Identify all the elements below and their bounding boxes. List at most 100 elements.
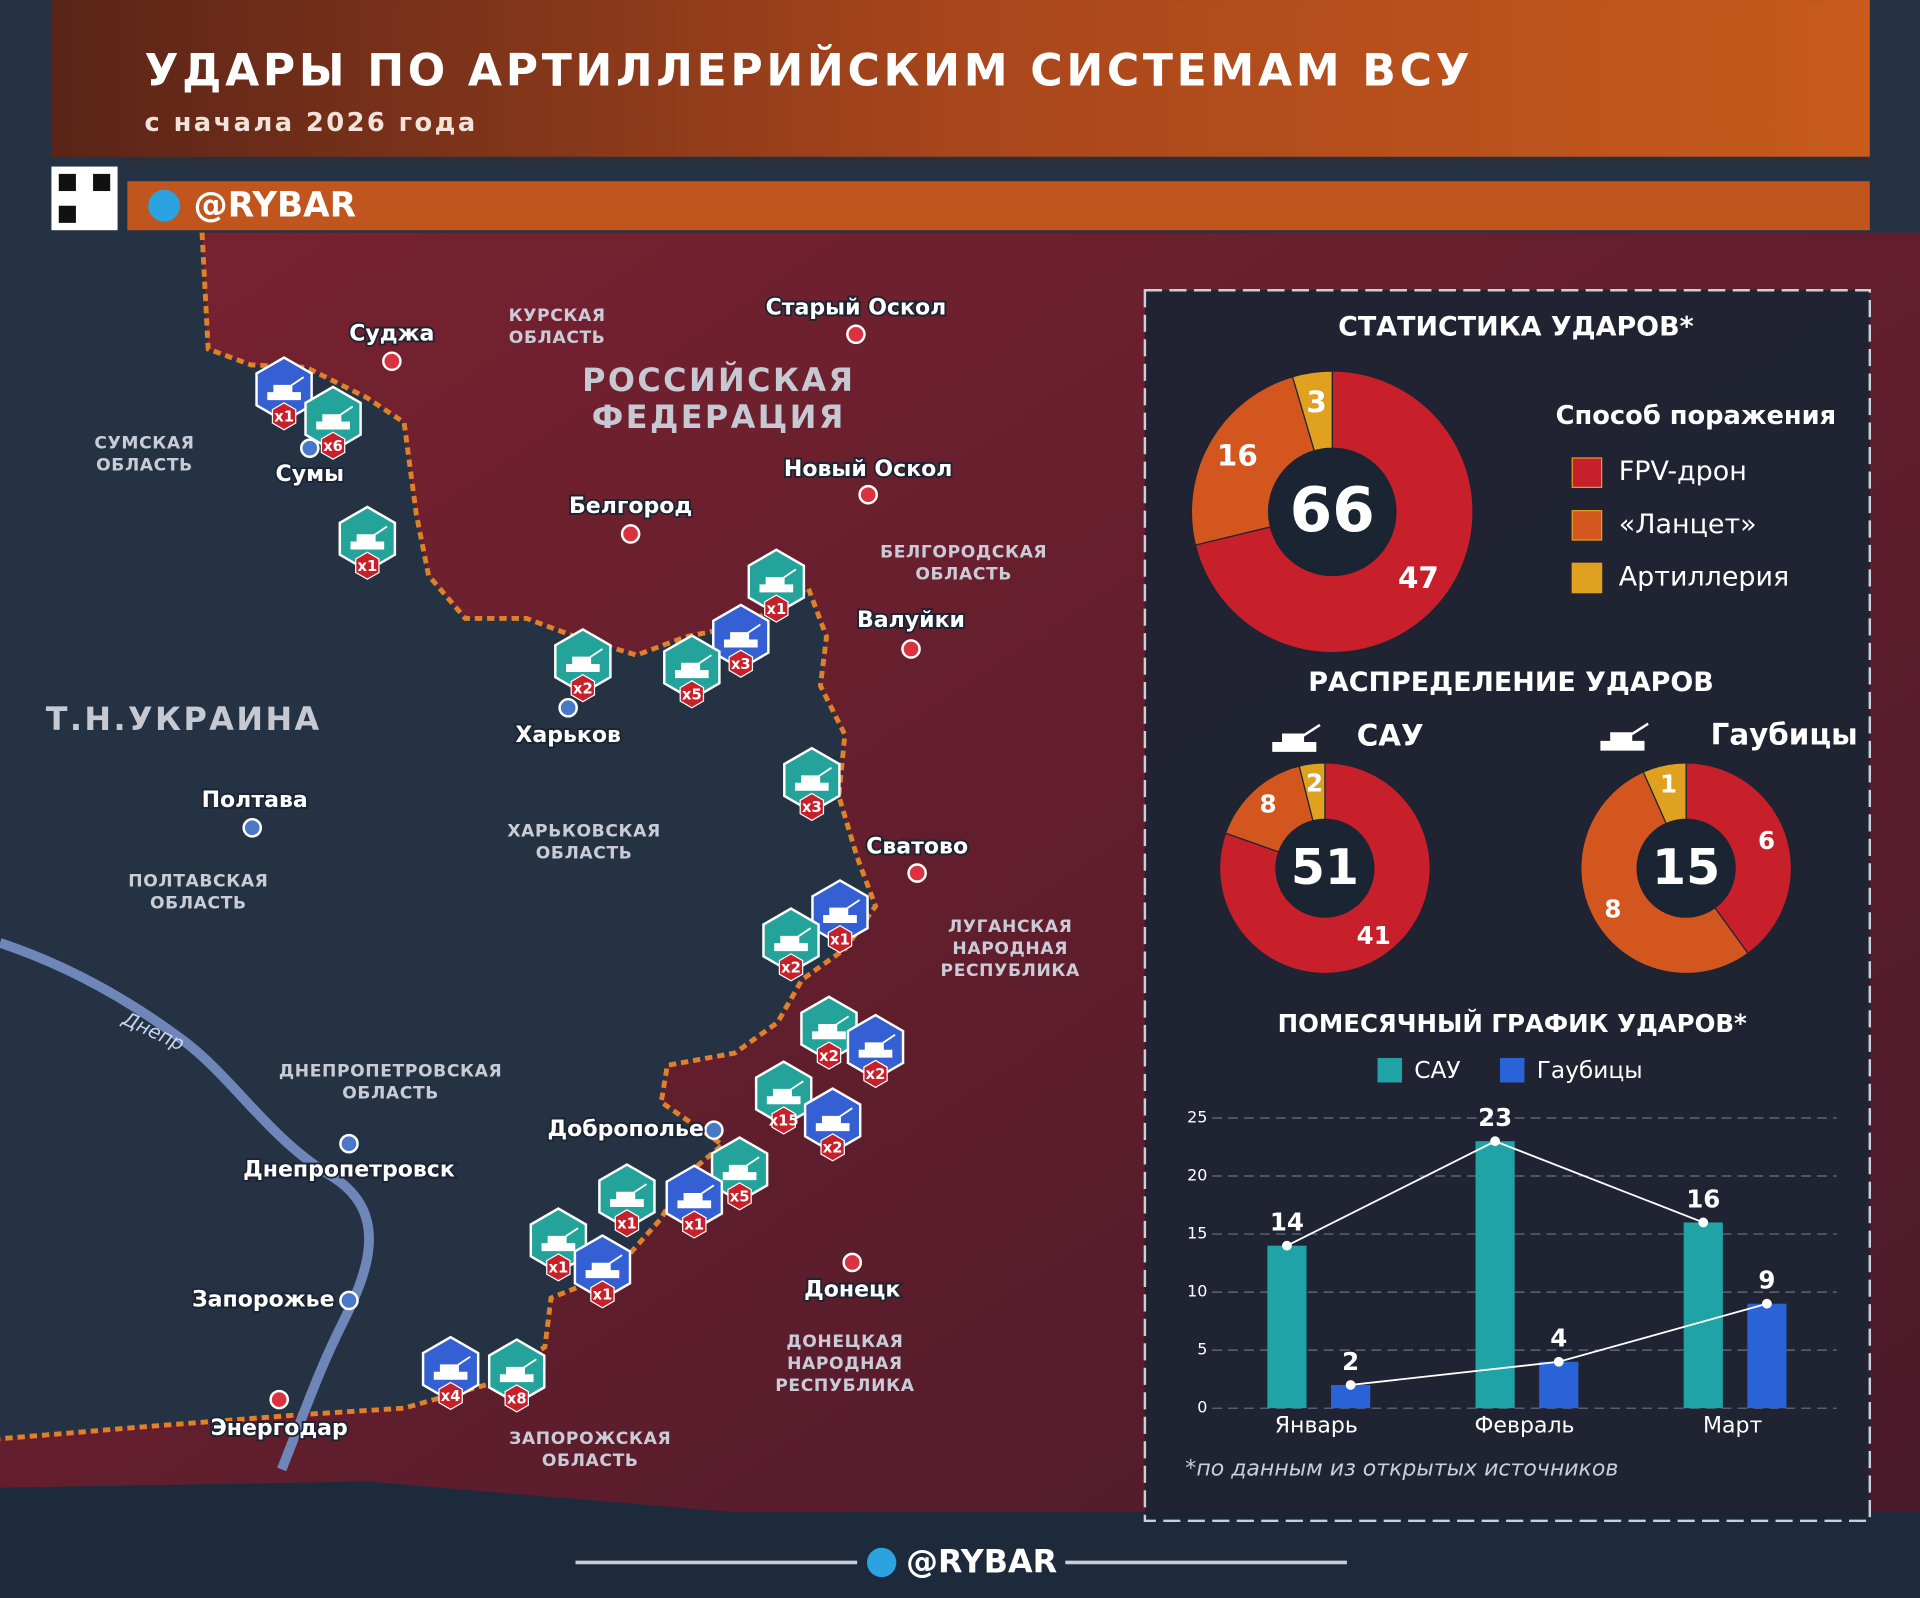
bar bbox=[1539, 1361, 1579, 1409]
region-label: ЛУГАНСКАЯ bbox=[948, 917, 1072, 937]
city-label: Сумы bbox=[276, 462, 344, 487]
sea bbox=[0, 1481, 1920, 1598]
artillery-icon bbox=[541, 1227, 579, 1252]
gun-icon bbox=[1272, 723, 1321, 752]
city-pin bbox=[846, 324, 866, 345]
region-label: ЗАПОРОЖСКАЯ bbox=[509, 1429, 671, 1449]
y-tick-label: 25 bbox=[1187, 1107, 1207, 1126]
point bbox=[1282, 1240, 1292, 1251]
city-label: Суджа bbox=[349, 321, 434, 346]
legend-title: Способ поражения bbox=[1556, 401, 1837, 431]
country-label: Т.Н.УКРАИНА bbox=[46, 700, 322, 738]
count-badge bbox=[271, 402, 297, 431]
count-label: x2 bbox=[866, 1066, 886, 1083]
count-label: x15 bbox=[769, 1113, 799, 1130]
point bbox=[1345, 1380, 1356, 1390]
value-label: 14 bbox=[1270, 1208, 1304, 1237]
telegram-icon bbox=[866, 1547, 897, 1578]
artillery-icon bbox=[316, 405, 354, 430]
qr-dot bbox=[58, 173, 76, 192]
artillery-icon bbox=[766, 1080, 804, 1105]
region-label: ОБЛАСТЬ bbox=[150, 894, 247, 914]
region-label: ОБЛАСТЬ bbox=[915, 564, 1012, 584]
count-badge bbox=[728, 649, 754, 678]
chart-title: СТАТИСТИКА УДАРОВ* bbox=[1338, 312, 1694, 343]
city-pin bbox=[558, 697, 578, 718]
count-label: x6 bbox=[323, 438, 343, 455]
donut-value-label: 6 bbox=[1758, 826, 1775, 855]
count-badge bbox=[827, 925, 853, 954]
city-pin bbox=[242, 817, 263, 838]
count-badge bbox=[764, 594, 789, 623]
artillery-icon bbox=[675, 654, 712, 679]
city-label: Валуйки bbox=[857, 608, 965, 633]
donut-value-label: 16 bbox=[1217, 439, 1258, 473]
count-label: x1 bbox=[274, 409, 294, 426]
city-label: Новый Оскол bbox=[784, 457, 953, 482]
artillery-icon bbox=[350, 525, 388, 550]
gun-icon bbox=[1600, 722, 1649, 751]
city-label: Харьков bbox=[515, 723, 621, 748]
x-tick-label: Март bbox=[1703, 1414, 1762, 1439]
city-pin bbox=[901, 639, 921, 659]
count-label: x1 bbox=[830, 931, 850, 948]
region-label: ОБЛАСТЬ bbox=[509, 328, 606, 348]
legend-swatch bbox=[1571, 562, 1603, 594]
artillery-icon bbox=[774, 927, 812, 952]
point bbox=[1553, 1356, 1564, 1367]
city-pin bbox=[620, 524, 641, 544]
artillery-icon bbox=[610, 1183, 648, 1208]
y-tick-label: 5 bbox=[1197, 1340, 1207, 1359]
city-pin bbox=[382, 351, 402, 372]
count-badge bbox=[771, 1106, 796, 1135]
country-label: ФЕДЕРАЦИЯ bbox=[592, 398, 846, 436]
count-label: x1 bbox=[593, 1287, 613, 1304]
chart-title: ПОМЕСЯЧНЫЙ ГРАФИК УДАРОВ* bbox=[1278, 1009, 1747, 1038]
x-tick-label: Февраль bbox=[1474, 1414, 1574, 1439]
value-label: 2 bbox=[1342, 1347, 1359, 1376]
donut-value-label: 1 bbox=[1660, 770, 1677, 799]
count-badge bbox=[570, 674, 596, 703]
count-label: x5 bbox=[730, 1189, 750, 1206]
point bbox=[1698, 1217, 1709, 1228]
count-label: x1 bbox=[549, 1260, 569, 1277]
city-pin bbox=[300, 438, 320, 458]
city-pin bbox=[858, 484, 878, 505]
value-label: 23 bbox=[1478, 1103, 1512, 1132]
section-heading: РАСПРЕДЕЛЕНИЕ УДАРОВ bbox=[1308, 667, 1714, 698]
city-label: Белгород bbox=[569, 494, 692, 519]
city-label: Запорожье bbox=[192, 1287, 335, 1312]
region-label: СУМСКАЯ bbox=[94, 433, 194, 453]
count-label: x2 bbox=[781, 960, 801, 977]
artillery-icon bbox=[823, 899, 861, 923]
artillery-icon bbox=[723, 623, 761, 648]
count-label: x1 bbox=[766, 601, 786, 618]
footnote: *по данным из открытых источников bbox=[1185, 1456, 1618, 1481]
point bbox=[1490, 1136, 1500, 1147]
legend-swatch bbox=[1571, 510, 1603, 541]
country-label: РОССИЙСКАЯ bbox=[582, 361, 855, 399]
legend-swatch bbox=[1500, 1057, 1525, 1083]
donut-value-label: 3 bbox=[1306, 385, 1326, 419]
donut-total: 66 bbox=[1290, 475, 1375, 546]
region-label: ОБЛАСТЬ bbox=[96, 455, 193, 475]
handle-strip bbox=[127, 181, 1870, 231]
region-label: ОБЛАСТЬ bbox=[542, 1451, 639, 1471]
count-badge bbox=[778, 953, 804, 982]
region-label: ХАРЬКОВСКАЯ bbox=[507, 821, 660, 841]
artillery-icon bbox=[815, 1107, 853, 1132]
value-label: 9 bbox=[1758, 1266, 1775, 1295]
city-label: Энергодар bbox=[211, 1416, 348, 1441]
y-tick-label: 15 bbox=[1187, 1224, 1207, 1243]
city-pin bbox=[704, 1120, 724, 1141]
legend-label: Гаубицы bbox=[1537, 1057, 1643, 1084]
count-badge bbox=[614, 1209, 640, 1238]
region-label: ДНЕПРОПЕТРОВСКАЯ bbox=[279, 1061, 502, 1081]
header-banner bbox=[51, 0, 1870, 157]
city-label: Донецк bbox=[804, 1278, 900, 1303]
donut-hole bbox=[1637, 819, 1736, 918]
value-label: 4 bbox=[1550, 1324, 1567, 1353]
